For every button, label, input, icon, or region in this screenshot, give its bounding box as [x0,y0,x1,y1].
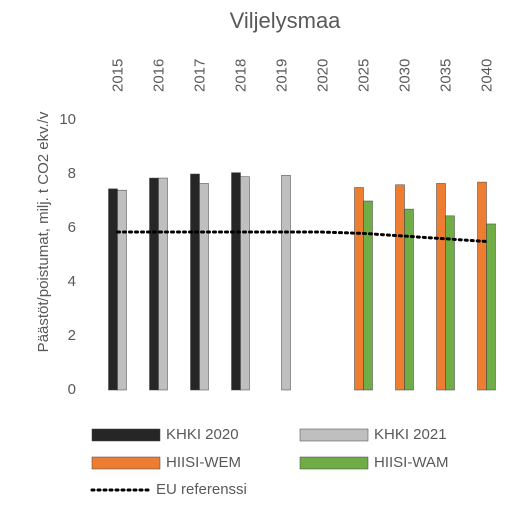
x-tick-label: 2020 [314,59,331,92]
bar [395,184,405,391]
legend-swatch [299,428,369,442]
legend-label: HIISI-WAM [374,454,448,471]
y-tick-label: 8 [68,165,76,182]
x-tick-label: 2035 [437,59,454,92]
x-tick-label: 2016 [150,59,167,92]
bar [117,189,127,391]
y-tick-label: 4 [68,273,76,290]
x-tick-label: 2040 [478,59,495,92]
bar [477,181,487,391]
legend-label: KHKI 2020 [166,426,239,443]
x-tick-label: 2025 [355,59,372,92]
bar [190,173,200,391]
x-tick-label: 2030 [396,59,413,92]
bar [436,183,446,391]
reference-line [116,230,488,243]
y-tick-label: 0 [68,381,76,398]
legend-label: KHKI 2021 [374,426,447,443]
x-tick-label: 2017 [191,59,208,92]
legend-swatch [299,456,369,470]
x-tick-label: 2018 [232,59,249,92]
y-tick-label: 10 [59,111,76,128]
legend-label: HIISI-WEM [166,454,241,471]
legend-swatch [91,428,161,442]
bar [445,215,455,391]
bar [108,188,118,391]
bar [158,177,168,391]
legend-label: EU referenssi [156,481,247,498]
legend-swatch [91,456,161,470]
x-tick-label: 2019 [273,59,290,92]
bar [486,223,496,391]
bar [231,172,241,391]
bar [281,175,291,391]
chart-title: Viljelysmaa [230,8,342,33]
y-tick-label: 2 [68,327,76,344]
bar [354,187,364,391]
bar [363,200,373,391]
y-axis-label: Päästöt/poistumat, milj. t CO2 ekv./v [35,111,52,352]
bar [240,176,250,391]
bar [404,208,414,391]
bar [149,177,159,391]
bar [199,183,209,391]
y-tick-label: 6 [68,219,76,236]
x-tick-label: 2015 [109,59,126,92]
